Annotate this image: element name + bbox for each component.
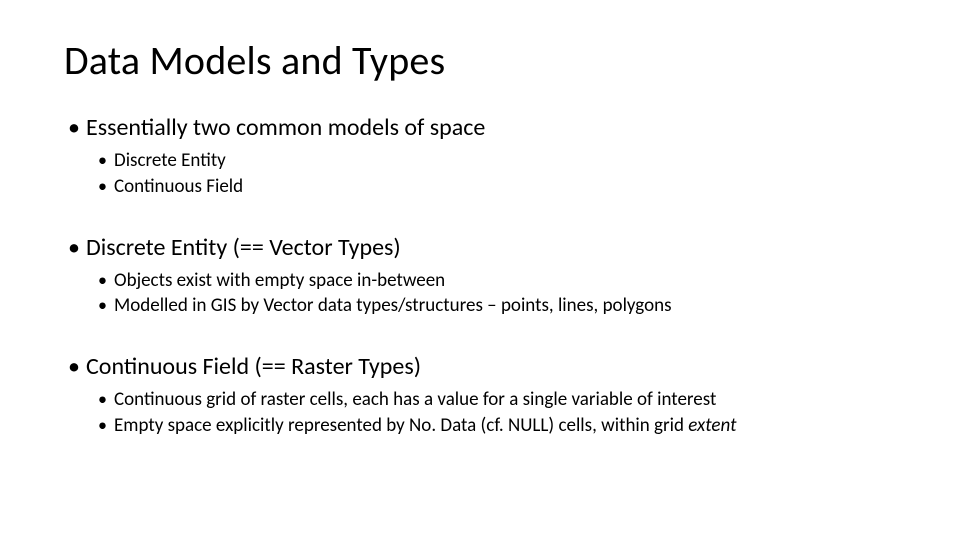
bullet-l2: Objects exist with empty space in-betwee… [92, 269, 896, 293]
bullet-l1: Essentially two common models of space [64, 113, 896, 143]
slide: Data Models and Types Essentially two co… [0, 0, 960, 540]
bullet-subgroup: Continuous grid of raster cells, each ha… [92, 388, 896, 438]
slide-title: Data Models and Types [64, 36, 896, 85]
bullet-subgroup: Objects exist with empty space in-betwee… [92, 269, 896, 319]
bullet-block: Discrete Entity (== Vector Types) Object… [64, 233, 896, 319]
bullet-l1: Discrete Entity (== Vector Types) [64, 233, 896, 263]
bullet-block: Continuous Field (== Raster Types) Conti… [64, 352, 896, 438]
bullet-l2: Discrete Entity [92, 149, 896, 173]
bullet-l1: Continuous Field (== Raster Types) [64, 352, 896, 382]
bullet-l2: Modelled in GIS by Vector data types/str… [92, 294, 896, 318]
bullet-l2-italic-tail: Empty space explicitly represented by No… [92, 414, 896, 438]
bullet-l2: Continuous grid of raster cells, each ha… [92, 388, 896, 412]
bullet-block: Essentially two common models of space D… [64, 113, 896, 199]
bullet-l2: Continuous Field [92, 175, 896, 199]
bullet-subgroup: Discrete Entity Continuous Field [92, 149, 896, 199]
